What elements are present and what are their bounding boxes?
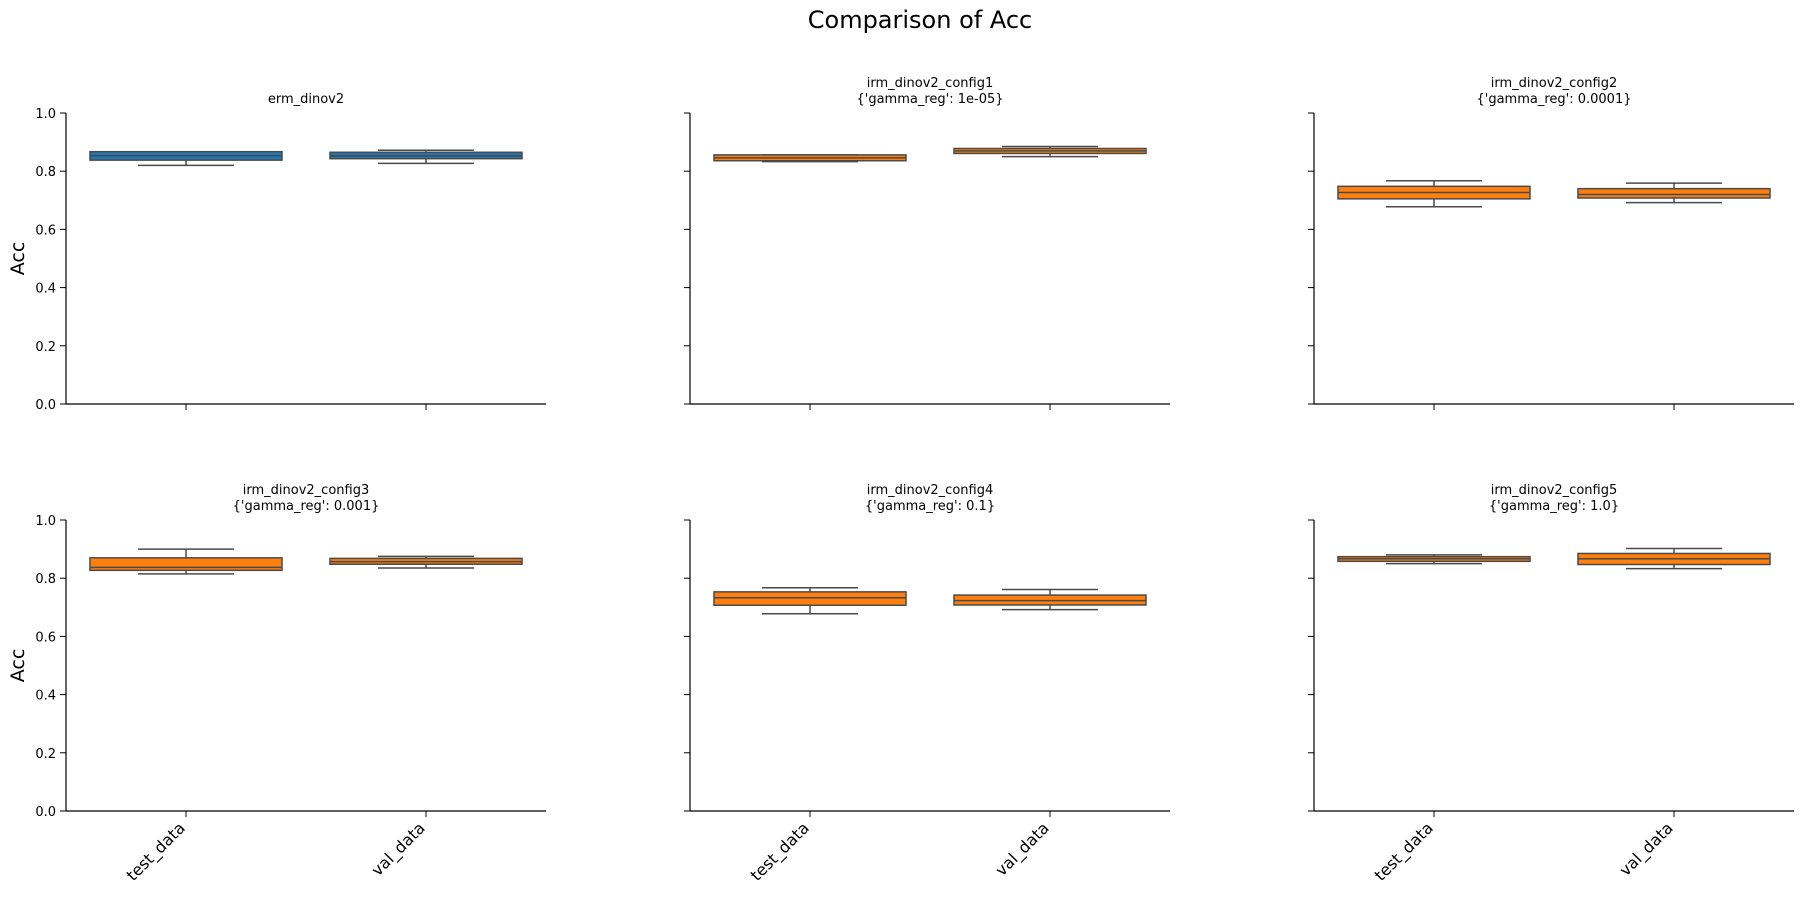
figure-title: Comparison of Acc xyxy=(808,6,1032,34)
y-axis-label: Acc xyxy=(7,649,29,683)
box-test_data xyxy=(89,548,283,575)
subplot-3: irm_dinov2_config2{'gamma_reg': 0.0001} xyxy=(1308,76,1794,410)
x-tick-label: val_data xyxy=(367,818,429,880)
y-tick-label: 0.8 xyxy=(35,165,56,180)
box-test_data xyxy=(713,587,907,615)
box-val_data xyxy=(329,149,523,165)
subplot-title: irm_dinov2_config2 xyxy=(1491,76,1617,91)
subplot-6: irm_dinov2_config5{'gamma_reg': 1.0} test… xyxy=(1308,483,1794,885)
box-test_data xyxy=(89,150,283,167)
y-tick-label: 0.2 xyxy=(35,340,56,355)
box-val_data xyxy=(329,555,523,569)
subplot-subtitle: {'gamma_reg': 1e-05} xyxy=(856,92,1003,107)
subplot-subtitle: {'gamma_reg': 1.0} xyxy=(1489,499,1619,514)
x-tick-label: val_data xyxy=(1615,818,1677,880)
box-val_data xyxy=(953,145,1147,158)
y-tick-label: 1.0 xyxy=(35,107,56,122)
box-iqr xyxy=(89,557,283,572)
subplot-title: irm_dinov2_config3 xyxy=(243,483,369,498)
box-val_data xyxy=(953,588,1147,611)
y-tick-label: 0.4 xyxy=(35,689,56,704)
box-test_data xyxy=(1337,554,1531,565)
subplot-grid: erm_dinov20.00.20.40.60.81.0Accirm_dinov… xyxy=(7,76,1794,885)
y-tick-label: 0.6 xyxy=(35,223,56,238)
x-tick-label: test_data xyxy=(747,818,814,885)
y-tick-label: 1.0 xyxy=(35,514,56,529)
box-val_data xyxy=(1577,547,1771,570)
subplot-subtitle: {'gamma_reg': 0.0001} xyxy=(1476,92,1631,107)
y-tick-label: 0.0 xyxy=(35,805,56,820)
x-tick-label: test_data xyxy=(123,818,190,885)
box-test_data xyxy=(713,154,907,163)
subplot-title: irm_dinov2_config4 xyxy=(867,483,993,498)
y-axis-label: Acc xyxy=(7,242,29,276)
box-iqr xyxy=(713,591,907,607)
y-tick-label: 0.2 xyxy=(35,747,56,762)
subplot-subtitle: {'gamma_reg': 0.1} xyxy=(865,499,995,514)
subplot-subtitle: {'gamma_reg': 0.001} xyxy=(233,499,380,514)
y-tick-label: 0.6 xyxy=(35,630,56,645)
subplot-title: erm_dinov2 xyxy=(268,92,344,107)
y-tick-label: 0.8 xyxy=(35,572,56,587)
subplot-1: erm_dinov2 0.0 0.2 0.4 0.6 0.8 1.0 Acc xyxy=(7,92,546,413)
subplot-title: irm_dinov2_config5 xyxy=(1491,483,1617,498)
box-test_data xyxy=(1337,180,1531,208)
box-val_data xyxy=(1577,182,1771,204)
subplot-title: irm_dinov2_config1 xyxy=(867,76,993,91)
subplot-2: irm_dinov2_config1{'gamma_reg': 1e-05} xyxy=(684,76,1170,410)
y-tick-label: 0.0 xyxy=(35,398,56,413)
x-tick-label: test_data xyxy=(1371,818,1438,885)
subplot-4: irm_dinov2_config3{'gamma_reg': 0.001} 0.… xyxy=(7,483,546,885)
subplot-5: irm_dinov2_config4{'gamma_reg': 0.1} test… xyxy=(684,483,1170,885)
box-iqr xyxy=(1577,187,1771,199)
x-tick-label: val_data xyxy=(991,818,1053,880)
y-tick-label: 0.4 xyxy=(35,282,56,297)
